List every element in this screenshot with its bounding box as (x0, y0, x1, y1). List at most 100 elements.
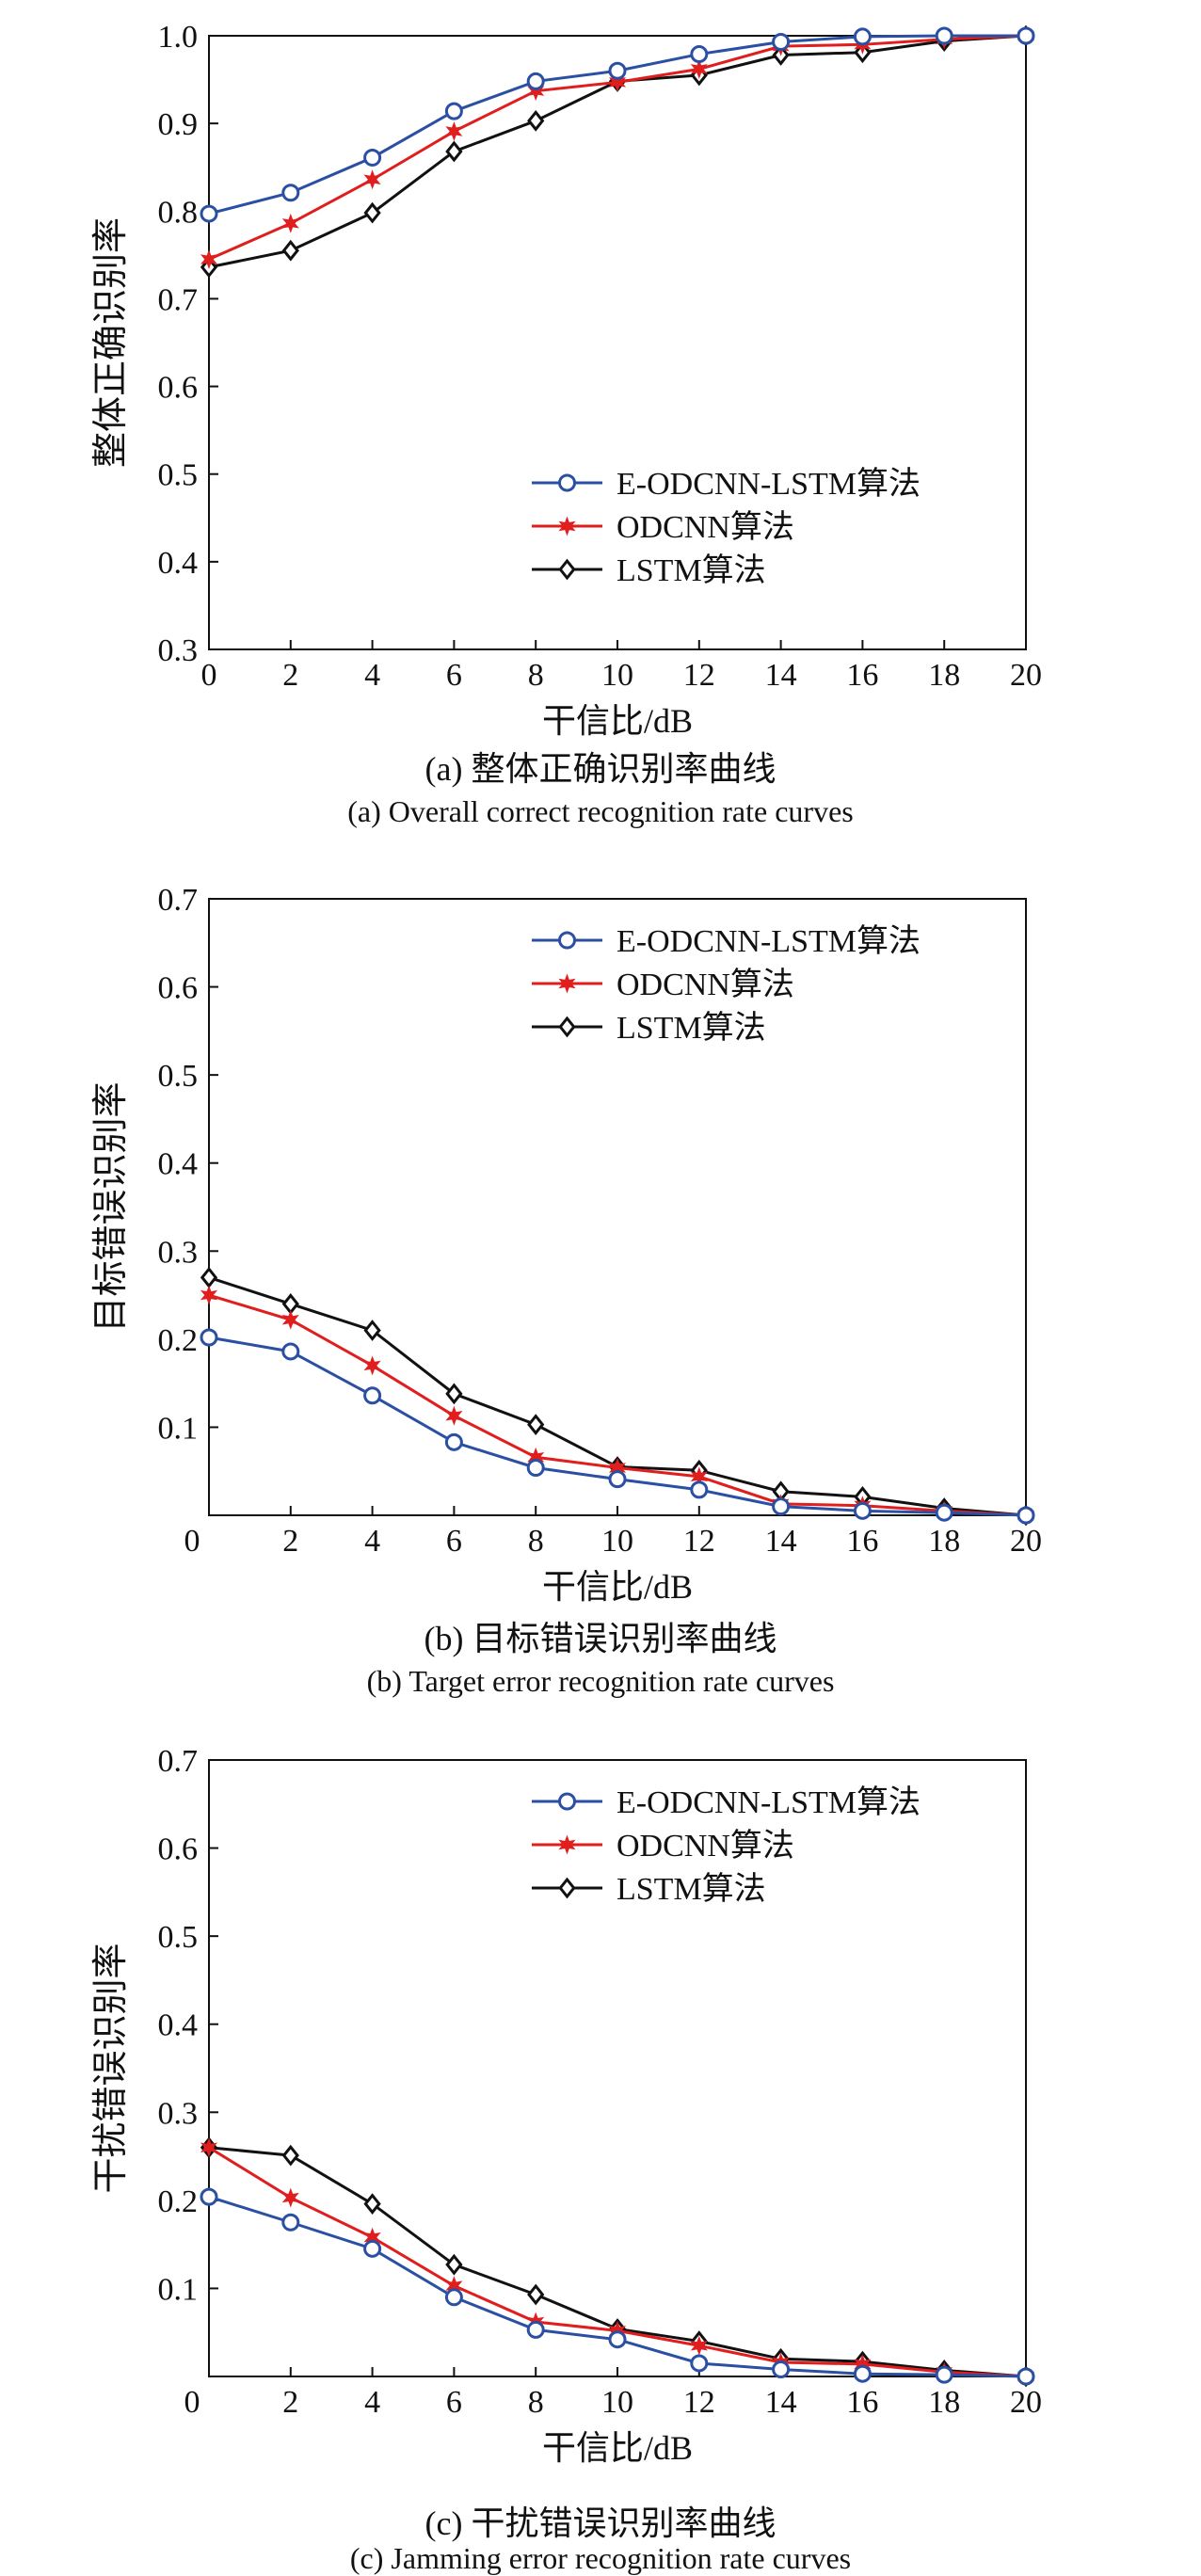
y-tick-label: 0.2 (158, 1323, 199, 1358)
data-point-e-odcnn-lstm (608, 2330, 627, 2349)
legend-marker-odcnn (558, 516, 576, 536)
series-line-e-odcnn-lstm (208, 1336, 1027, 1517)
caption-en-b: (b) Target error recognition rate curves (366, 1664, 835, 1698)
data-point-e-odcnn-lstm (363, 148, 382, 167)
data-point-e-odcnn-lstm (526, 1458, 545, 1477)
x-axis-label: 干信比/dB (542, 702, 693, 740)
y-axis-label: 目标错误识别率 (91, 1081, 131, 1332)
y-tick-label: 0.4 (158, 2008, 199, 2043)
x-axis-label: 干信比/dB (542, 1568, 693, 1606)
chart-c: 0 2 4 6 8 10 12 14 16 18 20 0.1 0.2 0.3 0.4 0.5 0.6 0.7 干信… (91, 1744, 1042, 2467)
data-point-e-odcnn-lstm (1017, 26, 1035, 45)
chart-panel-c: 0 2 4 6 8 10 12 14 16 18 20 0.1 0.2 0.3 0.4 0.5 0.6 0.7 干信… (0, 1713, 1201, 2576)
x-tick-label: 18 (928, 2385, 960, 2420)
y-tick-label: 0.3 (158, 633, 199, 668)
y-tick-label: 0.3 (158, 2096, 199, 2131)
data-point-lstm (363, 2193, 381, 2216)
x-tick-label: 2 (282, 2385, 298, 2420)
x-tick-label: 20 (1010, 1524, 1042, 1559)
x-tick-label: 6 (446, 1524, 462, 1559)
x-tick-label: 14 (765, 1524, 797, 1559)
data-point-odcnn (281, 213, 299, 233)
x-tick-label: 8 (528, 2385, 544, 2420)
legend-label-lstm: LSTM算法 (617, 552, 766, 588)
chart-panel-b: 0 2 4 6 8 10 12 14 16 18 20 0.1 0.2 0.3 0.4 0.5 0.6 0.7 干信… (0, 847, 1201, 1713)
legend-label-odcnn: ODCNN算法 (617, 967, 794, 1002)
data-point-e-odcnn-lstm (444, 1432, 463, 1451)
x-tick-label: 6 (446, 2385, 462, 2420)
y-tick-label: 0.5 (158, 458, 199, 493)
data-point-odcnn (527, 81, 545, 102)
data-point-lstm (527, 109, 545, 132)
x-tick-label: 14 (765, 658, 797, 693)
data-point-e-odcnn-lstm (1017, 1506, 1035, 1525)
legend-marker-lstm (558, 558, 576, 581)
y-tick-label: 0.5 (158, 1059, 199, 1094)
x-tick-label: 12 (683, 1524, 715, 1559)
data-point-e-odcnn-lstm (690, 45, 709, 64)
data-point-odcnn (200, 1285, 218, 1305)
data-point-e-odcnn-lstm (526, 72, 545, 90)
x-tick-label: 8 (528, 658, 544, 693)
legend-label-odcnn: ODCNN算法 (617, 1828, 794, 1864)
legend-label-e-odcnn-lstm: E-ODCNN-LSTM算法 (617, 923, 921, 959)
x-tick-label: 10 (601, 2385, 633, 2420)
data-point-lstm (445, 1383, 463, 1405)
y-tick-label: 0.5 (158, 1920, 199, 1955)
x-tick-label: 14 (765, 2385, 797, 2420)
data-point-odcnn (200, 2137, 218, 2158)
data-point-lstm (363, 201, 381, 224)
caption-cn-a: (a) 整体正确识别率曲线 (424, 750, 777, 788)
data-point-odcnn (445, 1405, 463, 1426)
legend-label-lstm: LSTM算法 (617, 1871, 766, 1907)
data-point-e-odcnn-lstm (281, 1342, 300, 1361)
y-tick-label: 0.1 (158, 1411, 199, 1446)
x-tick-label: 0 (184, 1524, 200, 1559)
y-tick-label: 0.4 (158, 1147, 199, 1182)
data-point-e-odcnn-lstm (526, 2320, 545, 2339)
data-point-e-odcnn-lstm (772, 2360, 791, 2379)
chart-b: 0 2 4 6 8 10 12 14 16 18 20 0.1 0.2 0.3 0.4 0.5 0.6 0.7 干信… (91, 883, 1042, 1606)
data-point-e-odcnn-lstm (608, 1470, 627, 1489)
legend-label-e-odcnn-lstm: E-ODCNN-LSTM算法 (617, 1784, 921, 1820)
data-point-odcnn (608, 72, 627, 92)
data-point-e-odcnn-lstm (1017, 2367, 1035, 2386)
y-tick-label: 0.3 (158, 1235, 199, 1270)
chart-a: 0 2 4 6 8 10 12 14 16 18 20 0.3 0.4 0.5 0.6 0.7 0.8 0.9 1.… (91, 20, 1042, 740)
x-tick-label: 0 (201, 658, 217, 693)
x-tick-label: 2 (282, 658, 298, 693)
x-tick-label: 2 (282, 1524, 298, 1559)
data-point-odcnn (690, 58, 708, 79)
y-axis-label: 整体正确识别率 (91, 217, 131, 468)
data-point-e-odcnn-lstm (200, 1328, 218, 1347)
x-tick-label: 16 (846, 658, 878, 693)
data-point-lstm (527, 2283, 545, 2306)
legend-marker-lstm (558, 1877, 576, 1899)
data-point-e-odcnn-lstm (281, 184, 300, 202)
legend-marker-odcnn (558, 1834, 576, 1855)
x-tick-label: 16 (846, 1524, 878, 1559)
y-axis-label: 干扰错误识别率 (91, 1943, 131, 2193)
x-tick-label: 20 (1010, 658, 1042, 693)
y-tick-label: 0.6 (158, 971, 199, 1006)
x-tick-label: 12 (683, 2385, 715, 2420)
caption-cn-c: (c) 干扰错误识别率曲线 (424, 2504, 777, 2542)
legend-marker-e-odcnn-lstm (558, 931, 576, 950)
series-line-e-odcnn-lstm (208, 2195, 1027, 2378)
data-point-e-odcnn-lstm (853, 27, 872, 46)
y-tick-label: 1.0 (158, 20, 199, 55)
data-point-lstm (527, 1414, 545, 1436)
x-tick-label: 4 (364, 2385, 380, 2420)
x-tick-label: 6 (446, 658, 462, 693)
data-point-e-odcnn-lstm (853, 1501, 872, 1520)
y-tick-label: 0.4 (158, 546, 199, 581)
y-tick-label: 0.9 (158, 107, 199, 142)
data-point-e-odcnn-lstm (200, 2187, 218, 2206)
data-point-odcnn (200, 249, 218, 269)
legend-label-e-odcnn-lstm: E-ODCNN-LSTM算法 (617, 466, 921, 502)
data-point-e-odcnn-lstm (444, 102, 463, 120)
x-tick-label: 12 (683, 658, 715, 693)
data-point-e-odcnn-lstm (363, 1386, 382, 1405)
data-point-e-odcnn-lstm (608, 61, 627, 80)
legend-marker-e-odcnn-lstm (558, 1792, 576, 1811)
